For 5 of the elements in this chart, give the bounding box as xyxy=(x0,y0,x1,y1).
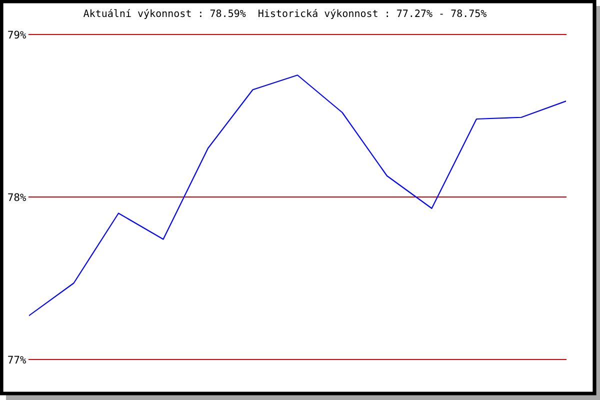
y-tick-label: 79% xyxy=(8,30,26,39)
chart-title: Aktuální výkonnost : 78.59% Historická výkonnost : 77.27% - 78.75% xyxy=(84,8,487,20)
line-series xyxy=(29,74,566,316)
y-tick-label: 78% xyxy=(8,193,26,202)
y-tick-label: 77% xyxy=(8,356,26,364)
